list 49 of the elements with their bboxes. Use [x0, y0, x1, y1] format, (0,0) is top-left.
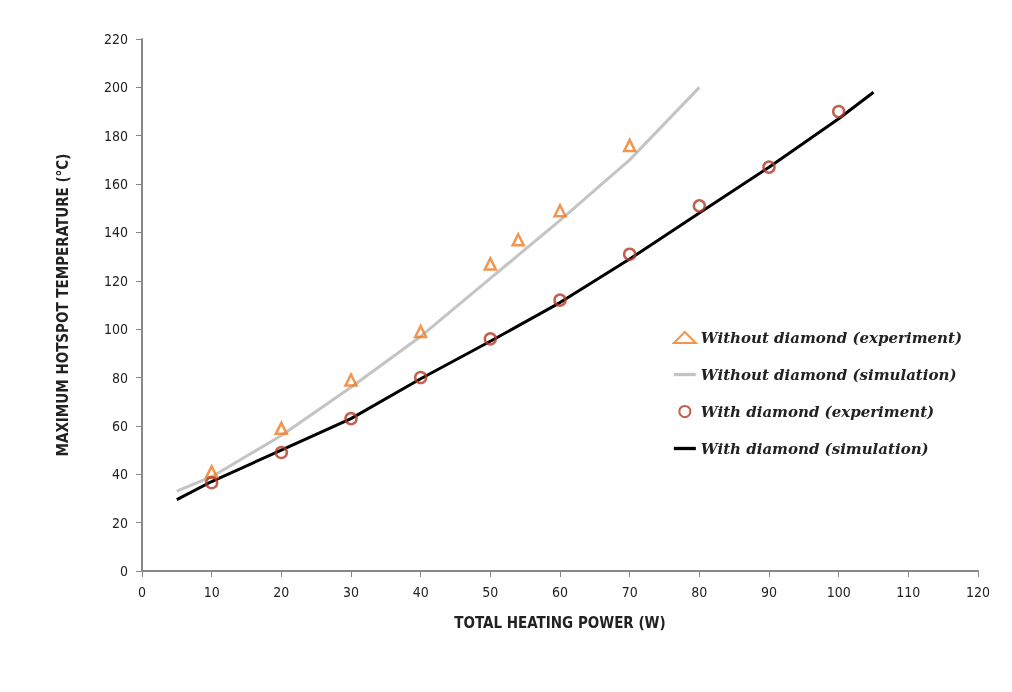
point — [344, 411, 358, 426]
y-axis-title: MAXIMUM HOTSPOT TEMPERATURE (°C) — [53, 153, 72, 457]
point — [511, 232, 525, 247]
x-tick-label: 30 — [342, 584, 360, 600]
legend-label: Without diamond (experiment) — [700, 328, 962, 347]
point — [344, 373, 358, 387]
y-tick-label: 160 — [103, 176, 128, 193]
y-tick-label: 20 — [111, 514, 128, 531]
y-tick-label: 140 — [103, 224, 128, 241]
legend-label: With diamond (experiment) — [700, 402, 935, 421]
y-tick-label: 200 — [103, 79, 128, 96]
point — [483, 332, 498, 346]
point — [204, 475, 219, 490]
x-tick-label: 70 — [621, 584, 638, 600]
x-tick-label: 50 — [482, 584, 499, 600]
point — [553, 293, 567, 307]
point — [413, 370, 428, 385]
x-tick-label: 80 — [691, 584, 708, 600]
y-tick-label: 180 — [103, 127, 128, 144]
point — [831, 104, 846, 119]
y-tick-label: 220 — [103, 31, 128, 47]
point — [553, 203, 567, 218]
x-tick-label: 20 — [273, 584, 290, 600]
point — [413, 324, 428, 339]
x-tick-label: 0 — [137, 584, 147, 600]
x-tick-label: 40 — [412, 584, 429, 600]
x-tick-label: 120 — [965, 584, 991, 600]
x-axis-title: TOTAL HEATING POWER (W) — [454, 613, 666, 632]
legend-label: Without diamond (simulation) — [700, 365, 957, 384]
y-tick-label: 60 — [111, 417, 128, 434]
x-tick-label: 110 — [896, 584, 921, 600]
y-tick-label: 100 — [103, 321, 128, 338]
x-tick-label: 60 — [551, 584, 569, 600]
point — [622, 138, 637, 153]
point — [274, 421, 289, 436]
point — [622, 247, 637, 261]
x-tick-label: 90 — [760, 584, 778, 600]
y-tick-label: 0 — [119, 563, 128, 579]
line-series — [175, 85, 701, 493]
point — [692, 199, 707, 213]
y-tick-label: 40 — [111, 466, 128, 483]
x-tick-label: 100 — [826, 584, 851, 600]
point — [483, 257, 498, 271]
point — [762, 160, 776, 174]
point — [274, 445, 289, 460]
legend-label: With diamond (simulation) — [700, 439, 929, 458]
y-tick-label: 80 — [111, 369, 128, 386]
x-tick-label: 10 — [203, 584, 220, 600]
y-tick-label: 120 — [103, 272, 128, 289]
